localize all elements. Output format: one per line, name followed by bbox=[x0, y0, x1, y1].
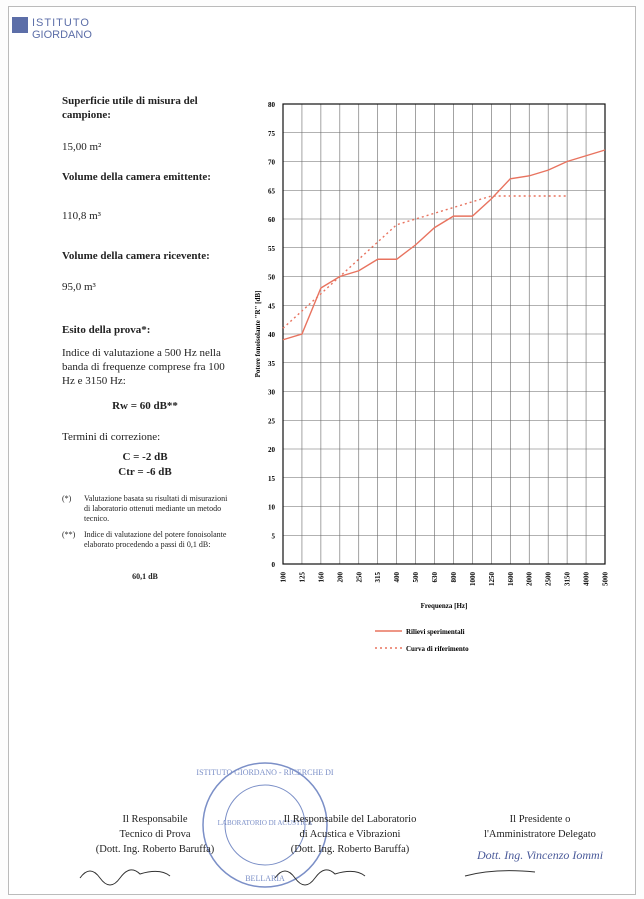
sheet bbox=[8, 6, 636, 895]
series-line bbox=[282, 195, 568, 329]
series-line bbox=[282, 149, 606, 341]
signature-name: Dott. Ing. Vincenzo Iommi bbox=[476, 848, 604, 862]
label: Volume della camera ricevente: bbox=[62, 250, 210, 262]
note-text: Valutazione basata su risultati di misur… bbox=[84, 494, 228, 523]
x-tick-label: 125 bbox=[298, 572, 306, 583]
y-tick-label: 10 bbox=[268, 504, 276, 512]
y-tick-label: 25 bbox=[268, 417, 276, 425]
signatures bbox=[79, 869, 536, 886]
note: (**) Indice di valutazione del potere fon… bbox=[62, 530, 228, 550]
x-tick-label: 1000 bbox=[469, 572, 477, 587]
legend-label: Rilievi sperimentali bbox=[406, 628, 465, 636]
y-tick-label: 5 bbox=[272, 532, 276, 540]
person: (Dott. Ing. Roberto Baruffa) bbox=[95, 844, 215, 855]
x-tick-label: 2000 bbox=[526, 572, 534, 587]
stamp-ring bbox=[224, 784, 306, 866]
role: l'Amministratore Delegato bbox=[484, 829, 596, 840]
x-tick-label: 3150 bbox=[564, 572, 572, 587]
x-axis-label: Frequenza [Hz] bbox=[421, 602, 468, 610]
y-tick-label: 20 bbox=[268, 446, 276, 454]
label: Volume della camera emittente: bbox=[62, 171, 211, 183]
label: Superficie utile di misura del campione: bbox=[62, 95, 198, 121]
x-tick-label: 630 bbox=[431, 572, 439, 583]
x-tick-label: 800 bbox=[450, 572, 458, 583]
logo-bottom: GIORDANO bbox=[32, 29, 92, 41]
text: Indice di valutazione a 500 Hz nella ban… bbox=[62, 347, 225, 387]
y-tick-label: 80 bbox=[268, 101, 276, 109]
x-tick-label: 4000 bbox=[583, 572, 591, 587]
label: Termini di correzione: bbox=[62, 431, 161, 443]
x-tick-label: 500 bbox=[412, 572, 420, 583]
role: Tecnico di Prova bbox=[119, 829, 191, 840]
c: C = -2 dB bbox=[122, 451, 168, 463]
x-tick-label: 400 bbox=[393, 572, 401, 583]
stamp: ISTITUTO GIORDANO - RICERCHE DI LABORATO… bbox=[196, 762, 334, 888]
signature-block: Il Presidente o l'Amministratore Delegat… bbox=[445, 812, 635, 863]
note-mark: (*) bbox=[62, 494, 72, 503]
note-value: 60,1 dB bbox=[132, 572, 158, 581]
y-tick-label: 15 bbox=[268, 475, 276, 483]
rw: Rw = 60 dB** bbox=[112, 400, 178, 412]
x-tick-label: 1600 bbox=[507, 572, 515, 587]
y-tick-label: 65 bbox=[268, 187, 276, 195]
value: 110,8 m³ bbox=[62, 210, 101, 222]
stamp-text: LABORATORIO DI ACUSTICA bbox=[218, 819, 313, 827]
ctr: Ctr = -6 dB bbox=[118, 466, 172, 478]
y-tick-label: 50 bbox=[268, 274, 276, 282]
x-tick-label: 2500 bbox=[545, 572, 553, 587]
x-tick-label: 200 bbox=[336, 572, 344, 583]
y-tick-label: 35 bbox=[268, 360, 276, 368]
y-tick-label: 45 bbox=[268, 302, 276, 310]
note: (*) Valutazione basata su risultati di mi… bbox=[62, 494, 228, 524]
y-tick-label: 70 bbox=[268, 159, 276, 167]
plot-frame bbox=[282, 103, 606, 565]
logo-mark bbox=[12, 17, 28, 33]
logo: ISTITUTO GIORDANO bbox=[12, 17, 92, 41]
y-tick-label: 0 bbox=[272, 561, 276, 569]
handwriting bbox=[79, 869, 171, 886]
label: Esito della prova*: bbox=[62, 324, 151, 336]
x-tick-label: 5000 bbox=[602, 572, 610, 587]
chart: 0 5 10 15 20 25 30 35 40 45 50 55 60 65 70 75 80 100 125 16… bbox=[254, 101, 610, 653]
y-tick-label: 30 bbox=[268, 389, 276, 397]
value: 15,00 m² bbox=[62, 141, 102, 153]
note-text: Indice di valutazione del potere fonoiso… bbox=[84, 530, 227, 549]
legend-label: Curva di riferimento bbox=[406, 645, 469, 653]
x-tick-label: 315 bbox=[374, 572, 382, 583]
logo-top: ISTITUTO bbox=[32, 17, 90, 29]
y-tick-label: 55 bbox=[268, 245, 276, 253]
x-tick-label: 250 bbox=[355, 572, 363, 583]
value: 95,0 m³ bbox=[62, 281, 96, 293]
note-mark: (**) bbox=[62, 530, 76, 539]
stamp-text: ISTITUTO GIORDANO - RICERCHE DI bbox=[196, 768, 334, 777]
x-tick-label: 100 bbox=[280, 572, 288, 583]
stamp-text: BELLARIA bbox=[245, 874, 285, 883]
y-tick-label: 75 bbox=[268, 130, 276, 138]
signature-block: Il Responsabile del Laboratorio di Acust… bbox=[255, 812, 445, 857]
x-tick-label: 160 bbox=[317, 572, 325, 583]
handwriting bbox=[274, 869, 366, 886]
role: Il Presidente o bbox=[509, 814, 571, 825]
role: di Acustica e Vibrazioni bbox=[299, 829, 401, 840]
x-tick-label: 1250 bbox=[488, 572, 496, 587]
y-tick-label: 60 bbox=[268, 216, 276, 224]
y-axis-label: Potere fonoisolante "R" [dB] bbox=[254, 291, 262, 378]
person: (Dott. Ing. Roberto Baruffa) bbox=[290, 844, 410, 855]
stamp-ring bbox=[202, 762, 328, 888]
handwriting bbox=[464, 870, 536, 877]
role: Il Responsabile bbox=[122, 814, 188, 825]
role: Il Responsabile del Laboratorio bbox=[283, 814, 417, 825]
y-tick-label: 40 bbox=[268, 331, 276, 339]
signature-block: Il Responsabile Tecnico di Prova (Dott. … bbox=[65, 812, 245, 857]
